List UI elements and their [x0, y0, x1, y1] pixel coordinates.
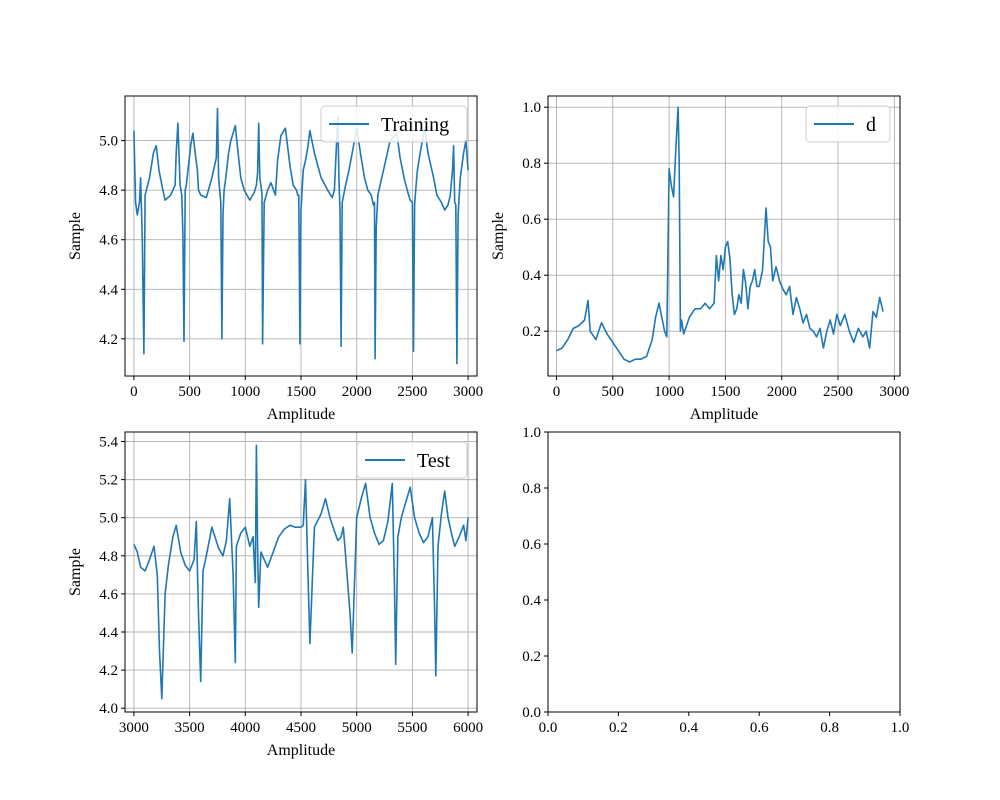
- y-tick-label: 0.2: [522, 324, 541, 340]
- y-tick-label: 0.0: [522, 705, 541, 721]
- x-tick-label: 3000: [119, 720, 149, 736]
- y-tick-label: 1.0: [522, 100, 541, 116]
- legend-box: [320, 105, 468, 143]
- y-tick-label: 5.2: [99, 473, 118, 489]
- x-tick-label: 4000: [230, 720, 260, 736]
- series-line-1: [133, 444, 469, 700]
- axes-frame: [547, 431, 901, 713]
- y-tick-label: 1.0: [522, 425, 541, 441]
- y-tick-label: 0.6: [522, 212, 541, 228]
- y-tick-label: 4.6: [99, 587, 118, 603]
- legend: Training: [320, 105, 468, 143]
- y-tick-label: 4.8: [99, 549, 118, 565]
- y-tick-label: 0.8: [522, 156, 541, 172]
- legend-label: d: [866, 114, 876, 136]
- x-tick-label: 1500: [286, 384, 316, 400]
- subplot-2: 0 500 1000 1500 2000 2500 3000 0.2 0.4 0.6 0.8 1.0 A…: [490, 95, 909, 423]
- y-tick-label: 5.0: [99, 134, 118, 150]
- y-tick-label: 0.4: [522, 268, 541, 284]
- x-tick-label: 2000: [767, 384, 797, 400]
- y-axis-label: Sample: [490, 212, 507, 260]
- x-tick-label: 1000: [230, 384, 260, 400]
- x-tick-label: 2500: [823, 384, 853, 400]
- y-tick-label: 4.6: [99, 233, 118, 249]
- x-tick-label: 2500: [397, 384, 427, 400]
- y-axis-label: Sample: [67, 212, 84, 260]
- y-tick-label: 0.8: [522, 481, 541, 497]
- legend-label: Training: [381, 114, 449, 136]
- x-tick-label: 0.4: [679, 720, 698, 736]
- x-tick-label: 0.2: [609, 720, 628, 736]
- x-axis-label: Amplitude: [267, 742, 335, 759]
- legend: Test: [356, 441, 468, 479]
- subplots: 0 500 1000 1500 2000 2500 3000 4.2 4.4 4.6 4.8 5.0 A…: [67, 95, 909, 759]
- legend-box: [356, 441, 468, 479]
- y-tick-label: 5.0: [99, 511, 118, 527]
- x-tick-label: 4500: [286, 720, 316, 736]
- x-tick-label: 0: [553, 384, 561, 400]
- x-tick-label: 500: [178, 384, 201, 400]
- y-tick-label: 4.4: [99, 282, 118, 298]
- legend-label: Test: [417, 450, 450, 472]
- x-axis-label: Amplitude: [267, 406, 335, 423]
- x-tick-label: 1000: [654, 384, 684, 400]
- x-tick-label: 2000: [342, 384, 372, 400]
- x-tick-label: 3000: [453, 384, 483, 400]
- series-line-1: [133, 107, 469, 365]
- x-tick-label: 1.0: [891, 720, 910, 736]
- legend: d: [805, 105, 891, 143]
- x-tick-label: 0: [130, 384, 138, 400]
- x-tick-label: 0.6: [750, 720, 769, 736]
- y-tick-label: 4.8: [99, 183, 118, 199]
- x-tick-label: 3500: [175, 720, 205, 736]
- subplot-4: 0.0 0.2 0.4 0.6 0.8 1.0 0.0 0.2 0.4 0.6 0.8 1.0: [522, 425, 909, 736]
- x-axis-label: Amplitude: [690, 406, 758, 423]
- x-tick-label: 3000: [879, 384, 909, 400]
- x-tick-label: 500: [602, 384, 625, 400]
- x-tick-label: 5000: [342, 720, 372, 736]
- series-line-1: [556, 106, 884, 363]
- y-tick-label: 4.4: [99, 625, 118, 641]
- axes-frame: [547, 95, 901, 377]
- x-tick-label: 5500: [397, 720, 427, 736]
- x-tick-label: 0.8: [820, 720, 839, 736]
- y-tick-label: 0.4: [522, 593, 541, 609]
- y-tick-label: 0.2: [522, 649, 541, 665]
- x-tick-label: 0.0: [539, 720, 558, 736]
- y-tick-label: 4.2: [99, 332, 118, 348]
- subplot-3: 3000 3500 4000 4500 5000 5500 6000 4.0 4.2 4.4 4.6…: [67, 431, 483, 759]
- x-tick-label: 1500: [710, 384, 740, 400]
- y-tick-label: 4.2: [99, 663, 118, 679]
- y-tick-label: 0.6: [522, 537, 541, 553]
- y-tick-label: 4.0: [99, 701, 118, 717]
- subplot-1: 0 500 1000 1500 2000 2500 3000 4.2 4.4 4.6 4.8 5.0 A…: [67, 95, 483, 423]
- x-tick-label: 6000: [453, 720, 483, 736]
- y-axis-label: Sample: [67, 548, 84, 596]
- y-tick-label: 5.4: [99, 435, 118, 451]
